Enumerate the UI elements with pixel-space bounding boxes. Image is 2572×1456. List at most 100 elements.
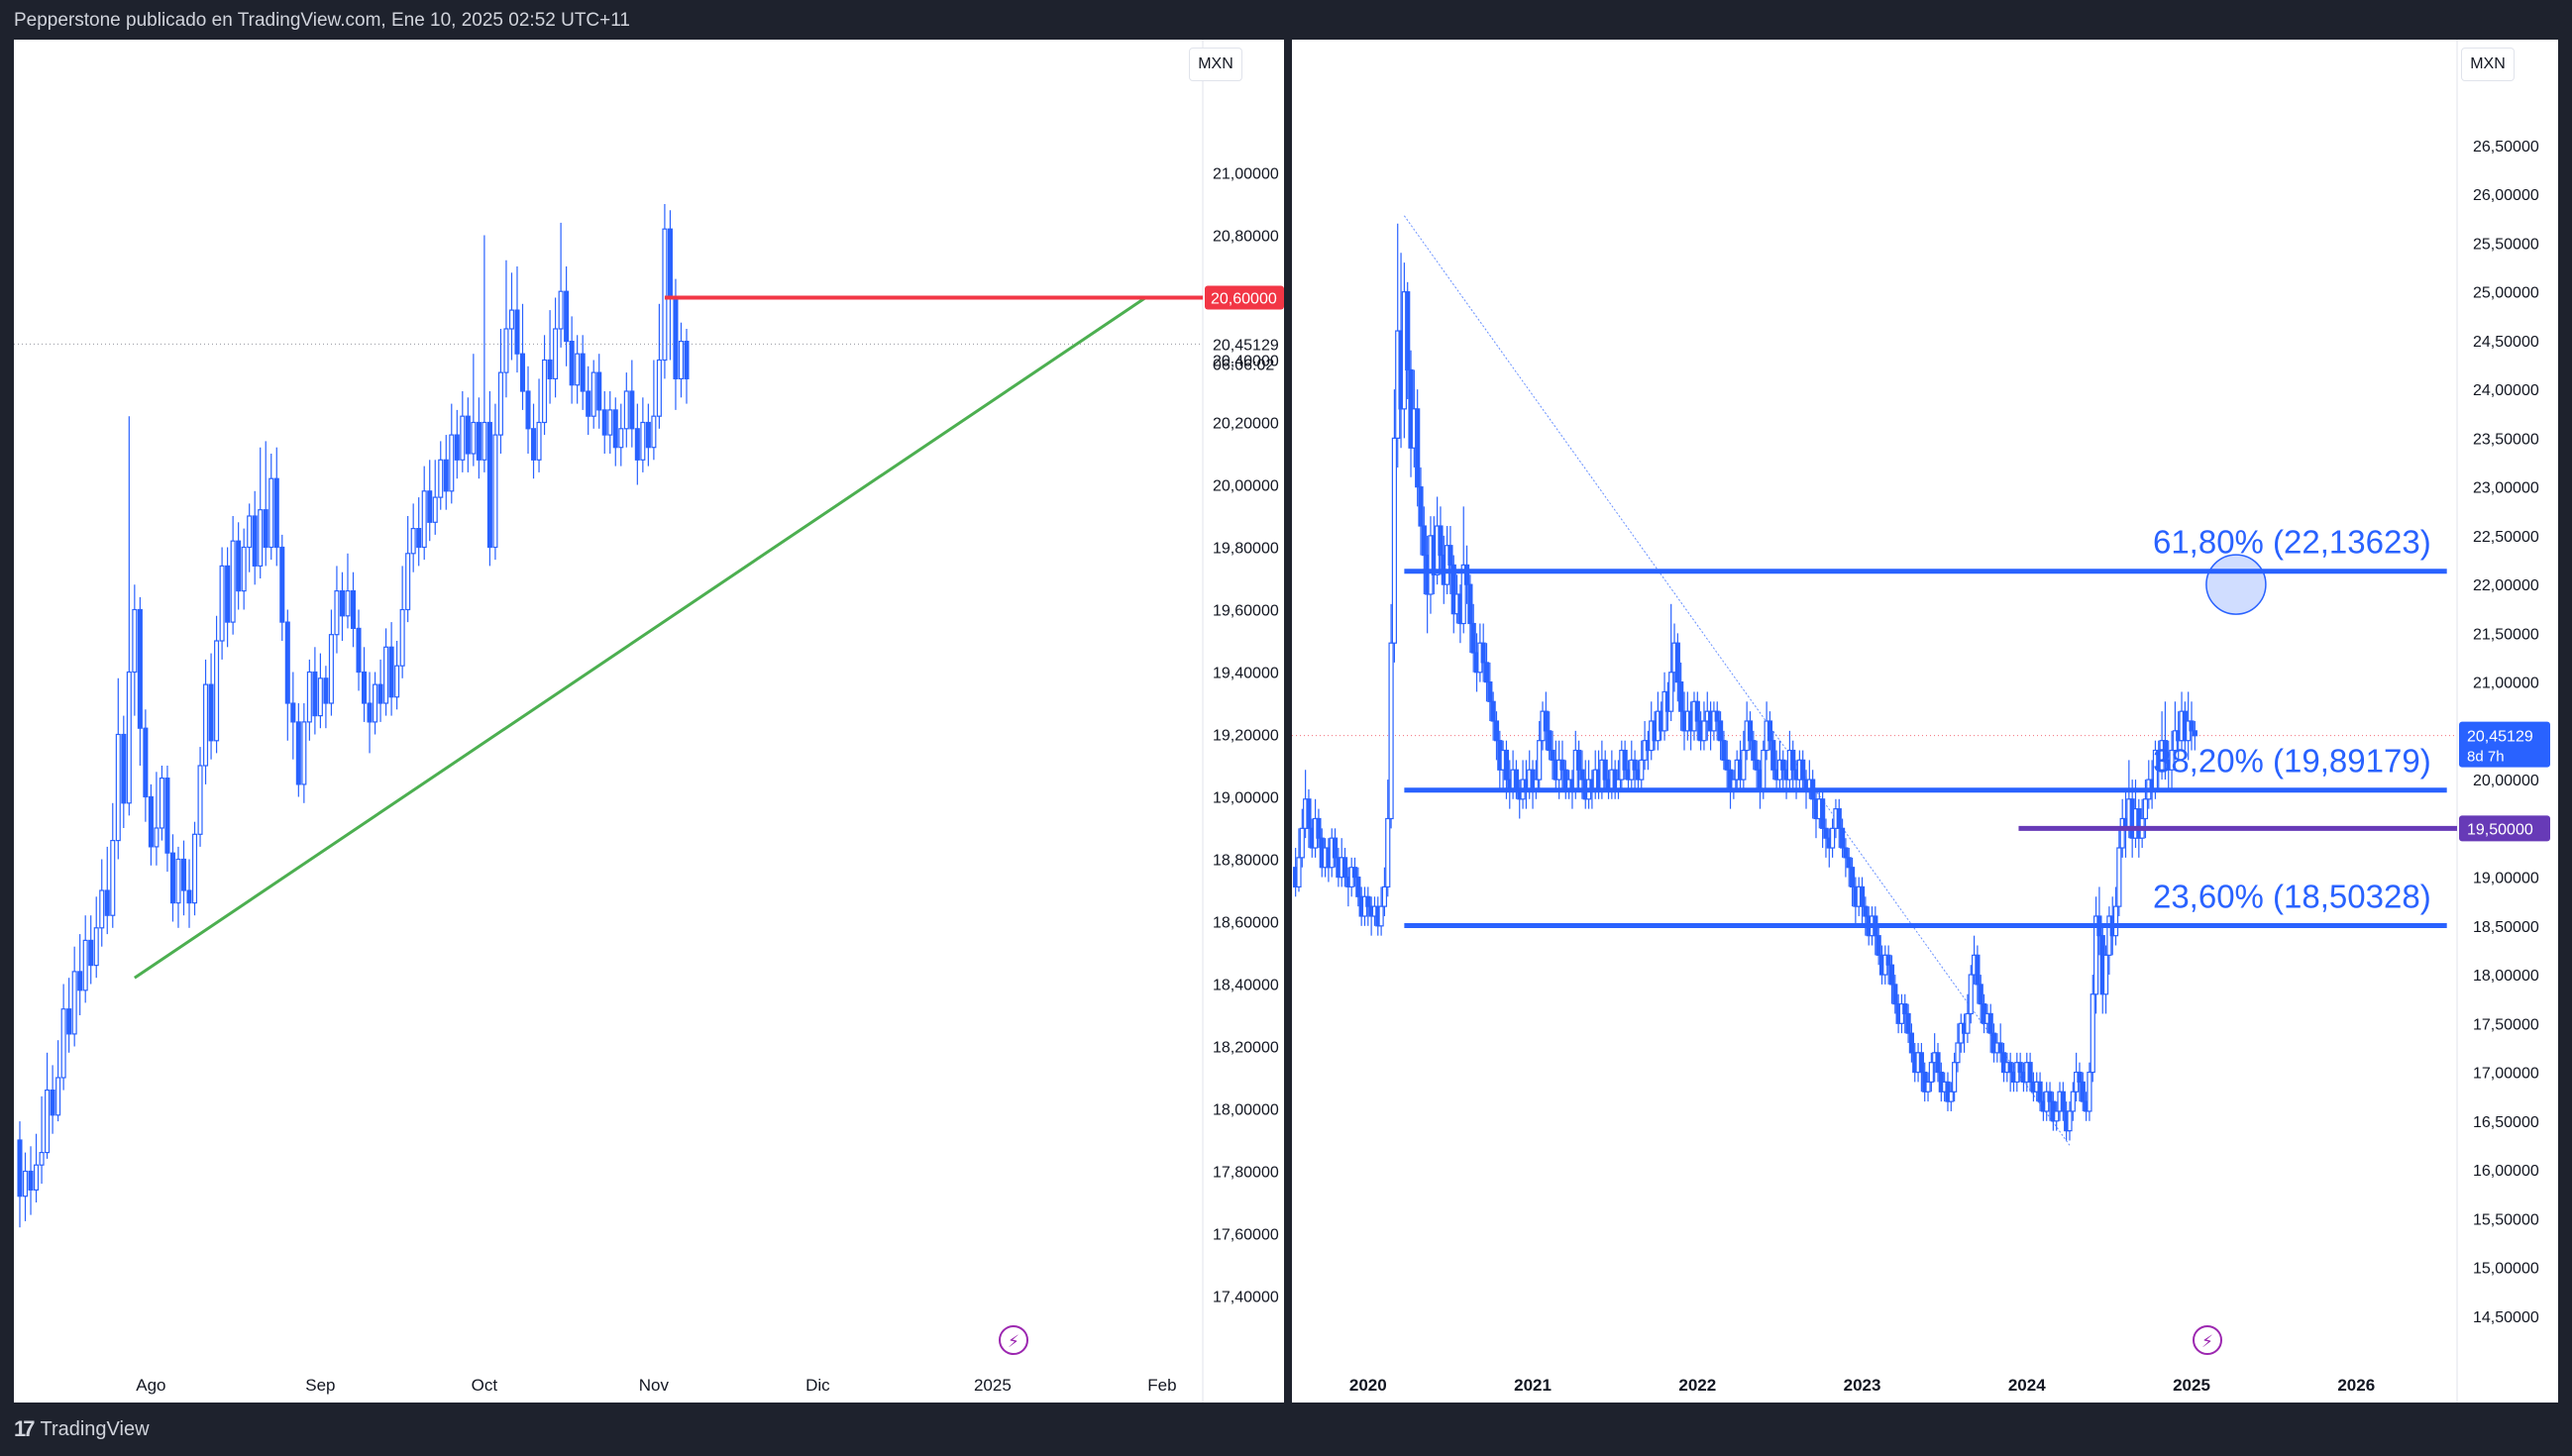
candle-body	[1299, 827, 1305, 859]
candle	[465, 397, 471, 472]
candle	[279, 534, 285, 641]
candle	[88, 915, 94, 985]
candle	[2189, 701, 2195, 751]
currency-button[interactable]: MXN	[2461, 48, 2515, 81]
candle	[247, 503, 253, 572]
candle-body	[416, 528, 422, 549]
candle	[503, 260, 509, 398]
candle-body	[1780, 759, 1786, 771]
support-trendline	[134, 296, 1147, 980]
candle-body	[1747, 720, 1754, 742]
candle	[55, 1040, 61, 1122]
candle-body	[1918, 1052, 1924, 1074]
candle-body	[1849, 867, 1856, 888]
candle-body	[1405, 291, 1411, 371]
candle	[1965, 993, 1971, 1043]
candle	[2192, 721, 2197, 751]
candle	[121, 715, 127, 828]
candle	[295, 703, 301, 797]
candle-body	[1714, 710, 1720, 722]
candle	[2070, 1082, 2076, 1121]
candle-body	[345, 589, 351, 617]
lightning-icon[interactable]: ⚡	[2193, 1325, 2222, 1355]
candle-body	[530, 428, 537, 461]
candle	[214, 615, 220, 754]
candle-body	[1575, 749, 1582, 771]
candle-body	[279, 546, 285, 623]
chart-panel-left[interactable]: 17,40000 17,60000 17,80000 18,00000 18,20000…	[14, 40, 1284, 1403]
candle-body	[1341, 857, 1348, 879]
candle	[497, 329, 503, 454]
candle-body	[508, 309, 514, 330]
currency-button[interactable]: MXN	[1189, 48, 1242, 81]
countdown-label: 06:06:02	[1213, 357, 1274, 373]
candle-body	[186, 889, 192, 904]
candle-body	[438, 459, 444, 498]
x-tick-label: Nov	[639, 1376, 670, 1395]
candle-body	[99, 889, 105, 929]
candle	[1955, 1023, 1961, 1073]
candle-body	[208, 683, 214, 742]
candle-body	[1885, 954, 1891, 966]
candle	[263, 441, 268, 567]
candle	[1721, 730, 1727, 771]
candle-body	[536, 421, 542, 461]
candle-body	[558, 290, 564, 330]
candle-body	[2169, 749, 2175, 771]
candle-body	[361, 671, 368, 704]
candle-body	[553, 328, 559, 380]
chart-right-canvas[interactable]: 14,50000 15,00000 15,50000 16,00000 16,50000…	[1292, 40, 2558, 1403]
candle-body	[454, 434, 460, 461]
candle	[580, 335, 586, 410]
candle	[1780, 750, 1786, 789]
candle	[1543, 691, 1549, 751]
candle-body	[45, 1089, 51, 1154]
candle	[405, 516, 411, 623]
candle-body	[1770, 740, 1776, 771]
candle-body	[154, 827, 160, 848]
candle	[421, 466, 427, 561]
candle	[104, 846, 110, 935]
footer-bar: 17 TradingView	[0, 1403, 2572, 1456]
y-tick-label: 18,20000	[1213, 1040, 1279, 1057]
candle-body	[1487, 681, 1493, 702]
y-tick-label: 19,00000	[1213, 790, 1279, 807]
candle	[2162, 701, 2169, 780]
y-tick-label: 20,20000	[1213, 416, 1279, 433]
resistance-tag-bg	[1205, 285, 1284, 310]
candle-body	[1513, 769, 1520, 790]
resistance-tag-label: 20,60000	[1211, 291, 1277, 308]
candle-body	[55, 1077, 61, 1116]
candle-body	[377, 683, 383, 704]
candle-body	[1388, 642, 1394, 820]
candle	[394, 641, 400, 710]
candle	[514, 266, 520, 373]
candle	[427, 460, 433, 542]
candle	[290, 672, 296, 760]
candle-body	[2092, 915, 2099, 995]
candle	[1902, 993, 1908, 1034]
brand-logo[interactable]: 17 TradingView	[14, 1416, 150, 1442]
lightning-icon[interactable]: ⚡	[999, 1325, 1028, 1355]
candle	[2027, 1052, 2033, 1092]
chart-left-canvas[interactable]: 17,40000 17,60000 17,80000 18,00000 18,20000…	[14, 40, 1284, 1403]
current-price-tag: 20,45129 8d 7h	[2459, 721, 2550, 768]
candle	[273, 447, 279, 567]
candle	[28, 1146, 34, 1215]
y-tick-label: 25,50000	[2473, 236, 2539, 253]
candle	[1639, 740, 1645, 789]
candle	[596, 354, 602, 429]
candle-body	[547, 359, 553, 379]
candle	[2054, 1101, 2060, 1131]
candle-body	[449, 434, 455, 492]
candle	[1875, 925, 1881, 966]
candle-body	[569, 341, 575, 386]
chart-panel-right[interactable]: 14,50000 15,00000 15,50000 16,00000 16,50000…	[1292, 40, 2558, 1403]
candle	[186, 859, 192, 928]
candle-body	[60, 1008, 66, 1079]
candle-body	[2192, 730, 2197, 737]
candle	[2067, 1101, 2073, 1141]
candle-body	[1836, 808, 1842, 829]
candle	[1547, 711, 1553, 761]
candle-body	[492, 434, 498, 549]
